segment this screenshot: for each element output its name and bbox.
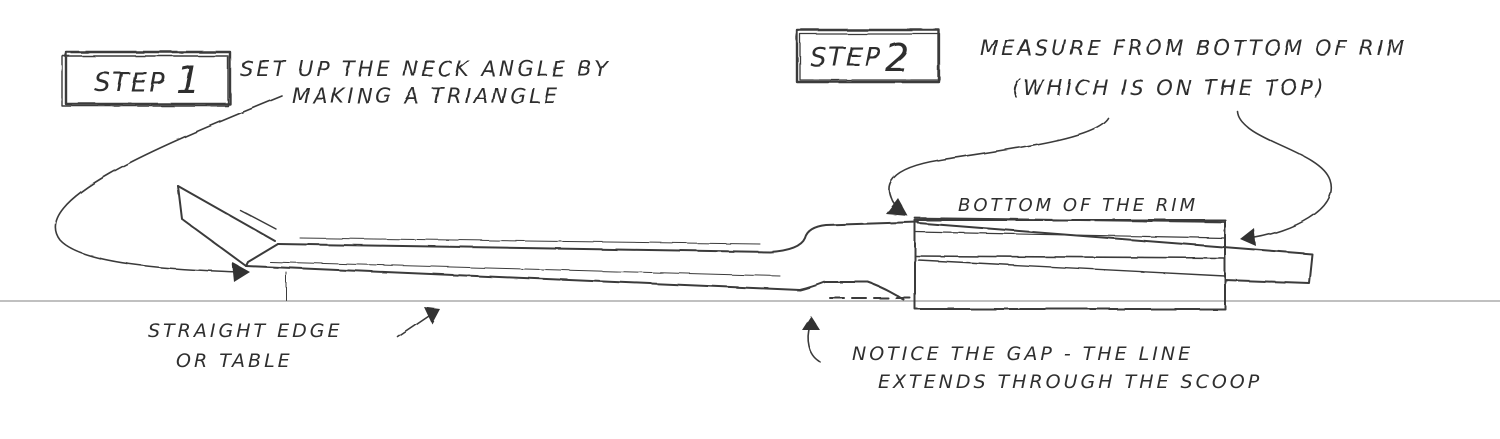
step2-label: STEP <box>810 43 883 73</box>
step1-arrowhead <box>232 262 250 282</box>
rim-label: BOTTOM OF THE RIM <box>958 195 1198 216</box>
step2-note-line1: MEASURE FROM BOTTOM OF RIM <box>980 36 1407 60</box>
straight-edge-label-line1: STRAIGHT EDGE <box>148 320 343 342</box>
rim-block <box>914 217 1313 310</box>
step2-number: 2 <box>885 36 912 80</box>
step1-number: 1 <box>176 58 203 102</box>
straight-edge-arrow <box>397 313 433 338</box>
straight-edge-arrowhead <box>424 307 440 324</box>
step2-box: STEP 2 <box>795 28 941 84</box>
step1-label: STEP <box>94 68 167 98</box>
step1-arrow <box>54 95 283 273</box>
step2-right-arrow <box>1237 111 1333 239</box>
neck-outline <box>177 185 919 301</box>
step2-right-arrowhead <box>1240 228 1256 246</box>
gap-arrowhead <box>802 316 820 330</box>
gap-label-line2: EXTENDS THROUGH THE SCOOP <box>878 371 1262 393</box>
gap-label-line1: NOTICE THE GAP - THE LINE <box>852 343 1193 365</box>
step1-note-line1: SET UP THE NECK ANGLE BY <box>240 57 610 81</box>
gap-arrow <box>807 325 821 363</box>
step1-box: STEP 1 <box>61 50 232 107</box>
step2-note-line2: (WHICH IS ON THE TOP) <box>1012 76 1327 100</box>
step1-note-line2: MAKING A TRIANGLE <box>292 84 560 108</box>
step2-left-arrowhead <box>886 198 908 216</box>
straight-edge-label-line2: OR TABLE <box>176 350 293 372</box>
step2-left-arrow <box>888 117 1109 207</box>
